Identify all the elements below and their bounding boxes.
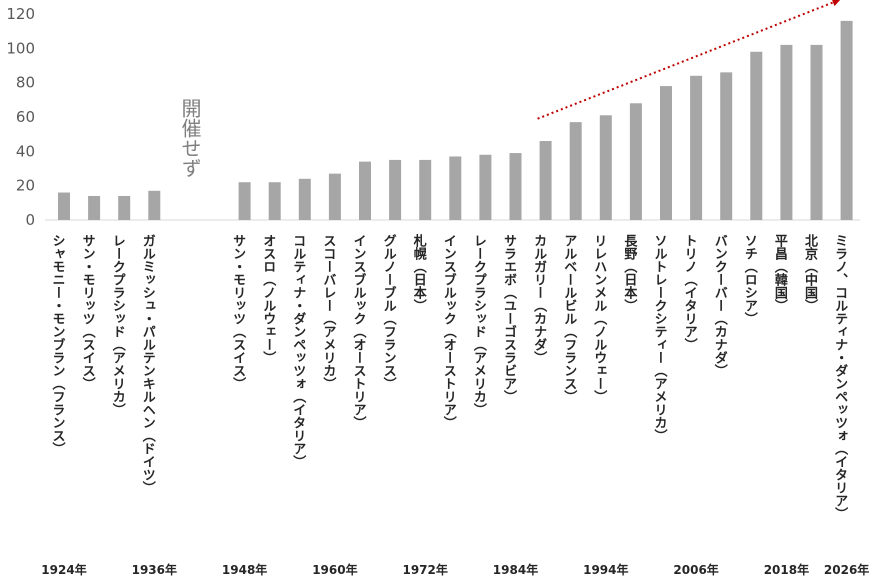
year-labels: 1924年 1936年 1948年 1960年 1972年 1984年 1994年 2006年… [41,562,869,577]
category-label: 平昌（韓国） [772,234,789,312]
category-label: スコーバレー（アメリカ） [320,234,337,390]
bar [359,161,371,220]
category-label: サラエボ（ユーゴスラビア） [501,234,518,403]
bar [599,115,612,220]
year-label: 1924年 [41,562,86,577]
category-label: 札幌（日本） [411,233,428,312]
category-labels: シャモニー・モンブラン（フランス） サン・モリッツ（スイス） レークプラシッド（アメ… [50,233,849,520]
category-label: ミラノ、コルティナ・ダンペッツォ（イタリア） [832,234,849,520]
category-label: グルノーブル（フランス） [381,233,398,390]
category-label: ソルトレークシティー（アメリカ） [652,234,669,442]
year-label: 1936年 [132,562,177,577]
category-label: バンクーバー（カナダ） [712,234,729,377]
bar [810,44,823,221]
bars [58,20,853,221]
bar [539,141,552,220]
category-label: ソチ（ロシア） [742,234,759,325]
bar [58,192,70,220]
category-label: トリノ（イタリア） [682,234,699,351]
bar [328,173,341,220]
bar [690,75,703,220]
y-tick-label: 40 [16,142,35,160]
category-label: 長野（日本） [621,234,638,312]
bar [660,86,672,220]
category-label: レークプラシッド（アメリカ） [110,234,127,416]
category-label: レークプラシッド（アメリカ） [471,234,488,416]
year-label: 1960年 [312,562,357,577]
bar [629,103,642,220]
bar [118,195,131,220]
bar [449,156,462,220]
annotation-not-held: 開催せず [178,98,202,178]
category-label: サン・モリッツ（スイス） [230,234,247,390]
annotation-group: 開催せず [178,98,202,178]
bar [238,182,251,220]
year-label: 2006年 [673,562,718,577]
year-label: 1972年 [402,562,447,577]
bar [720,72,733,220]
bar [419,159,432,220]
category-label: インスブルック（オーストリア） [441,234,458,429]
category-label: サン・モリッツ（スイス） [80,234,97,390]
bar [148,190,161,220]
year-label: 1984年 [493,562,538,577]
bar [479,154,492,220]
category-label: カルガリー（カナダ） [531,234,548,364]
category-label: 北京（中国） [802,234,819,312]
bar [509,153,522,220]
category-label: ガルミッシュ・パルテンキルヘン（ドイツ） [140,234,157,494]
category-label: コルティナ・ダンペッツォ（イタリア） [290,234,307,468]
y-axis: 0 20 40 60 80 100 120 [6,5,35,229]
y-tick-label: 120 [6,5,35,23]
category-label: リレハンメル（ノルウェー） [591,234,608,403]
year-label: 1994年 [583,562,628,577]
category-label: オスロ（ノルウェー） [260,234,277,364]
bar [569,122,582,220]
year-label: 2026年 [824,562,869,577]
y-tick-label: 0 [25,211,35,229]
year-label: 1948年 [222,562,267,577]
bar [268,182,281,220]
bar [750,51,763,221]
category-label: アルベールビル（フランス） [561,234,578,403]
year-label: 2018年 [764,562,809,577]
trend-arrow [537,0,841,120]
bar [840,20,853,220]
category-label: シャモニー・モンブラン（フランス） [50,234,67,455]
bar [389,159,402,220]
y-tick-label: 20 [16,177,35,195]
y-tick-label: 60 [16,108,35,126]
bar [298,178,311,220]
category-label: インスブルック（オーストリア） [351,234,368,429]
y-tick-label: 100 [6,39,35,57]
y-tick-label: 80 [16,74,35,92]
bar [88,195,101,220]
bar [780,44,793,221]
